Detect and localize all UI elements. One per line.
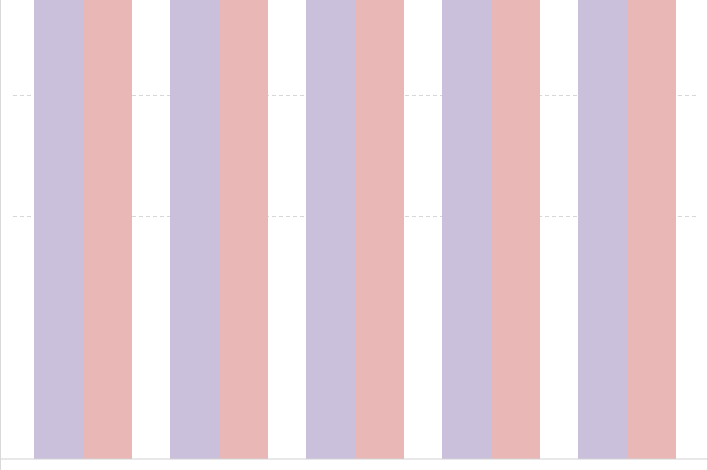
bar-series2-cat4	[491, 0, 540, 460]
bar-series1-cat5	[578, 0, 627, 460]
bar-series2-cat5	[627, 0, 676, 459]
bar-series1-cat2	[170, 0, 219, 459]
bar-series1-cat3	[306, 0, 355, 459]
bar-series2-cat3	[355, 0, 404, 459]
bar-series1-cat4	[442, 0, 491, 460]
bar-series2-cat2	[219, 0, 268, 460]
bar-series2-cat1	[83, 0, 132, 459]
bars	[34, 0, 676, 460]
bar-series1-cat1	[34, 0, 83, 459]
